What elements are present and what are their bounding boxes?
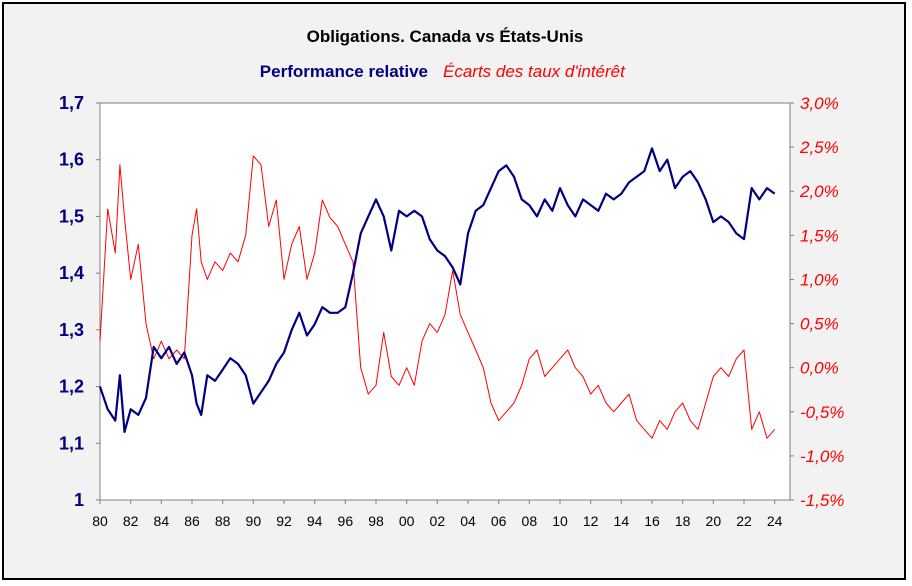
x-tick-label: 24 (767, 513, 783, 529)
x-tick-label: 84 (154, 513, 170, 529)
right-tick-label: 0,5% (800, 315, 839, 334)
right-tick-label: 1,5% (800, 226, 839, 245)
left-tick-label: 1,2 (59, 377, 84, 397)
x-tick-label: 82 (123, 513, 139, 529)
left-tick-label: 1,4 (59, 263, 84, 283)
left-tick-label: 1 (74, 490, 84, 510)
right-tick-label: -1,0% (800, 447, 844, 466)
right-tick-label: 1,0% (800, 270, 839, 289)
x-tick-label: 86 (184, 513, 200, 529)
chart-title: Obligations. Canada vs États-Unis (307, 27, 584, 46)
x-tick-label: 08 (522, 513, 538, 529)
right-tick-label: 2,0% (799, 182, 839, 201)
plot-area (99, 102, 791, 501)
x-tick-label: 22 (736, 513, 752, 529)
left-axis: 1 1,1 1,2 1,3 1,4 1,5 1,6 1,7 (59, 93, 100, 510)
left-tick-label: 1,7 (59, 93, 84, 113)
left-tick-label: 1,5 (59, 206, 84, 226)
x-tick-label: 98 (368, 513, 384, 529)
right-tick-label: -0,5% (800, 403, 844, 422)
right-tick-label: 0,0% (800, 359, 839, 378)
left-tick-label: 1,1 (59, 433, 84, 453)
right-axis: -1,5% -1,0% -0,5% 0,0% 0,5% 1,0% 1,5% 2,0% 2,5% 3… (790, 94, 844, 510)
right-tick-label: 2,5% (799, 138, 839, 157)
x-tick-label: 96 (338, 513, 354, 529)
x-tick-label: 04 (460, 513, 476, 529)
right-tick-label: -1,5% (800, 491, 844, 510)
x-tick-label: 20 (706, 513, 722, 529)
series-line-ecarts-taux (99, 155, 776, 439)
x-tick-label: 06 (491, 513, 507, 529)
x-tick-label: 80 (92, 513, 108, 529)
x-axis: 80 82 84 86 88 90 92 94 96 98 00 02 04 06 08 10 12 14 16 18… (92, 500, 783, 529)
x-tick-label: 00 (399, 513, 415, 529)
x-tick-label: 18 (675, 513, 691, 529)
left-tick-label: 1,3 (59, 320, 84, 340)
x-tick-label: 02 (430, 513, 446, 529)
x-tick-label: 14 (614, 513, 630, 529)
legend-left-series: Performance relative (260, 62, 428, 81)
legend-right-series: Écarts des taux d'intérêt (443, 62, 626, 81)
x-tick-label: 92 (276, 513, 292, 529)
x-tick-label: 88 (215, 513, 231, 529)
series-line-performance-relative (98, 147, 776, 433)
right-tick-label: 3,0% (800, 94, 839, 113)
left-tick-label: 1,6 (59, 150, 84, 170)
x-tick-label: 16 (644, 513, 660, 529)
x-tick-label: 10 (552, 513, 568, 529)
x-tick-label: 94 (307, 513, 323, 529)
x-tick-label: 12 (583, 513, 599, 529)
x-tick-label: 90 (246, 513, 262, 529)
series-group (98, 147, 776, 439)
